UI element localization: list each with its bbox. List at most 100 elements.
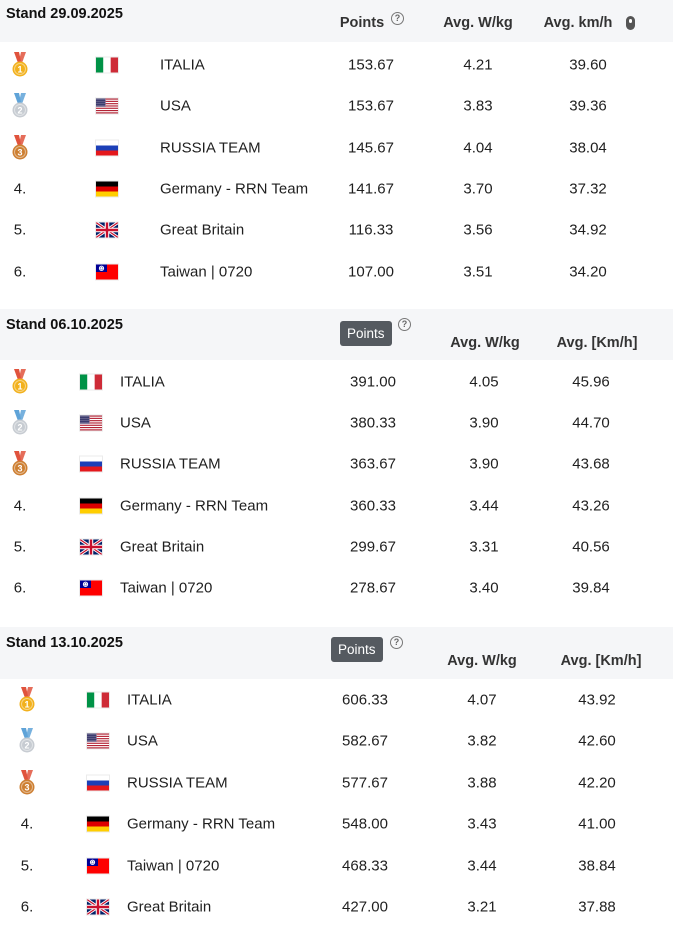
wkg-value: 3.88	[467, 774, 497, 792]
table-row[interactable]: 6. Taiwan | 0720 278.67 3.40 39.84	[0, 568, 673, 608]
team-name[interactable]: Taiwan | 0720	[160, 263, 253, 280]
svg-text:2: 2	[17, 106, 22, 116]
rank-label: 5.	[13, 538, 27, 556]
points-value: 299.67	[350, 538, 396, 556]
sort-wkg-header[interactable]: Avg. W/kg	[443, 15, 513, 31]
team-name[interactable]: Germany - RRN Team	[120, 497, 269, 515]
table-row[interactable]: 4. Germany - RRN Team 141.67 3.70 37.32	[0, 169, 673, 209]
svg-text:1: 1	[17, 382, 22, 392]
team-name[interactable]: ITALIA	[127, 691, 172, 709]
team-name[interactable]: RUSSIA TEAM	[160, 139, 261, 157]
kmh-value: 37.32	[569, 180, 607, 198]
table-row[interactable]: 6. Taiwan | 0720 107.00 3.51 34.20	[0, 252, 673, 292]
flag-us-icon	[80, 415, 102, 431]
table-row[interactable]: 1 ITALIA 391.00 4.05 45.96	[0, 362, 673, 402]
kmh-value: 43.92	[578, 691, 616, 709]
table-row[interactable]: 5. Taiwan | 0720 468.33 3.44 38.84	[0, 846, 673, 886]
flag-it-icon	[80, 374, 102, 390]
team-name[interactable]: Great Britain	[160, 221, 245, 239]
help-icon[interactable]: ?	[398, 318, 411, 331]
wkg-value: 4.07	[467, 691, 497, 709]
sort-points-header[interactable]: Points	[339, 15, 385, 31]
kmh-value: 38.84	[578, 857, 616, 875]
points-value: 468.33	[342, 857, 388, 875]
sort-wkg-header[interactable]: Avg. W/kg	[447, 653, 517, 669]
flag-it-icon	[87, 692, 109, 708]
team-name[interactable]: RUSSIA TEAM	[120, 455, 221, 473]
team-name[interactable]: USA	[127, 732, 158, 750]
table-row[interactable]: 2 USA 582.67 3.82 42.60	[0, 721, 673, 761]
kmh-value: 43.26	[572, 497, 610, 515]
svg-text:1: 1	[24, 700, 29, 710]
team-name[interactable]: Germany - RRN Team	[160, 180, 309, 198]
rank-label: 6.	[13, 579, 27, 597]
rank-label: 4.	[20, 815, 34, 833]
table-row[interactable]: 6. Great Britain 427.00 3.21 37.88	[0, 887, 673, 927]
table-header: Stand 29.09.2025 Points? Avg. W/kg Avg. km/…	[0, 0, 673, 42]
flag-ru-icon	[96, 140, 118, 156]
wkg-value: 3.90	[469, 455, 499, 473]
table-row[interactable]: 2 USA 380.33 3.90 44.70	[0, 403, 673, 443]
sort-kmh-header[interactable]: Avg. [Km/h]	[560, 653, 642, 669]
svg-text:2: 2	[17, 423, 22, 433]
table-header: Stand 06.10.2025 Points? Avg. W/kg Avg. [Km…	[0, 309, 673, 360]
sort-kmh-header[interactable]: Avg. [Km/h]	[556, 335, 638, 351]
wkg-value: 4.21	[463, 56, 493, 74]
table-row[interactable]: 3 RUSSIA TEAM 363.67 3.90 43.68	[0, 444, 673, 484]
team-name[interactable]: Great Britain	[120, 538, 205, 556]
silver-medal-icon: 2	[11, 410, 29, 436]
flag-gb-icon	[95, 221, 119, 239]
points-value: 606.33	[342, 691, 388, 709]
team-name[interactable]: Taiwan | 0720	[120, 579, 213, 597]
help-icon[interactable]: ?	[391, 12, 404, 25]
silver-medal-icon: 2	[18, 728, 36, 754]
kmh-value: 34.20	[569, 263, 607, 280]
table-title: Stand 29.09.2025	[6, 6, 123, 22]
rank-label: 4.	[13, 180, 27, 198]
flag-ru-icon	[80, 456, 102, 472]
team-name[interactable]: USA	[160, 97, 191, 115]
table-row[interactable]: 5. Great Britain 116.33 3.56 34.92	[0, 210, 673, 250]
table-row[interactable]: 3 RUSSIA TEAM 145.67 4.04 38.04	[0, 128, 673, 168]
kmh-value: 42.60	[578, 732, 616, 750]
flag-us-icon	[96, 98, 118, 114]
kmh-value: 39.36	[569, 97, 607, 115]
points-value: 380.33	[350, 414, 396, 432]
table-row[interactable]: 2 USA 153.67 3.83 39.36	[0, 86, 673, 126]
kmh-value: 42.20	[578, 774, 616, 792]
svg-text:3: 3	[17, 464, 22, 474]
svg-text:2: 2	[24, 741, 29, 751]
table-row[interactable]: 1 ITALIA 153.67 4.21 39.60	[0, 45, 673, 85]
sort-kmh-header[interactable]: Avg. km/h	[543, 15, 613, 31]
table-title: Stand 13.10.2025	[6, 635, 123, 651]
team-name[interactable]: RUSSIA TEAM	[127, 774, 228, 792]
team-name[interactable]: Taiwan | 0720	[127, 857, 220, 875]
flag-tw-icon	[96, 264, 118, 279]
table-row[interactable]: 1 ITALIA 606.33 4.07 43.92	[0, 680, 673, 720]
points-value: 116.33	[348, 221, 394, 239]
team-name[interactable]: ITALIA	[160, 56, 205, 74]
sort-points-button[interactable]: Points	[331, 637, 383, 662]
flag-de-icon	[80, 498, 102, 514]
points-value: 141.67	[348, 180, 394, 198]
points-value: 145.67	[348, 139, 394, 157]
sort-wkg-header[interactable]: Avg. W/kg	[450, 335, 520, 351]
kmh-value: 37.88	[578, 898, 616, 916]
help-icon[interactable]: ?	[390, 636, 403, 649]
points-value: 153.67	[348, 56, 394, 74]
flag-ru-icon	[87, 775, 109, 791]
team-name[interactable]: Great Britain	[127, 898, 212, 916]
team-name[interactable]: ITALIA	[120, 373, 165, 391]
table-row[interactable]: 5. Great Britain 299.67 3.31 40.56	[0, 527, 673, 567]
points-value: 548.00	[342, 815, 388, 833]
table-row[interactable]: 3 RUSSIA TEAM 577.67 3.88 42.20	[0, 763, 673, 803]
team-name[interactable]: USA	[120, 414, 151, 432]
wkg-value: 3.31	[469, 538, 499, 556]
team-name[interactable]: Germany - RRN Team	[127, 815, 276, 833]
wkg-value: 4.05	[469, 373, 499, 391]
table-row[interactable]: 4. Germany - RRN Team 548.00 3.43 41.00	[0, 804, 673, 844]
sort-points-button[interactable]: Points	[340, 321, 392, 346]
table-title: Stand 06.10.2025	[6, 317, 123, 333]
standings-table-3: Stand 13.10.2025 Points? Avg. W/kg Avg. [Km…	[0, 627, 673, 937]
table-row[interactable]: 4. Germany - RRN Team 360.33 3.44 43.26	[0, 486, 673, 526]
